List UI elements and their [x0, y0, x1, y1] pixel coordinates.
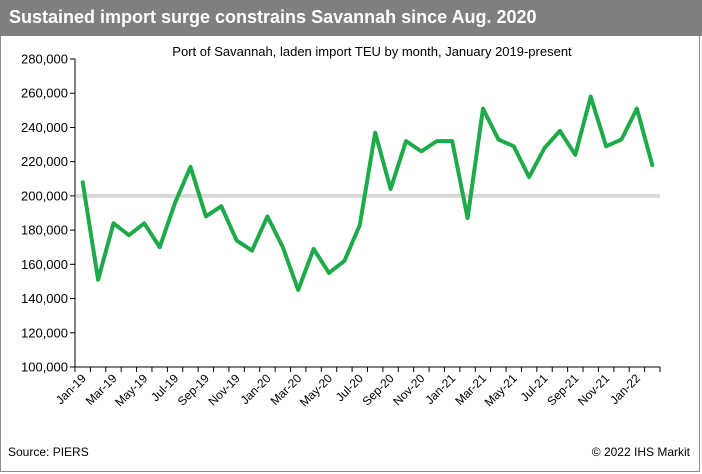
- data-point: [281, 245, 285, 249]
- data-point: [512, 144, 516, 148]
- x-tick-label: Jan-22: [607, 371, 643, 407]
- data-point: [81, 180, 85, 184]
- data-point: [373, 131, 377, 135]
- series-line: [80, 94, 655, 292]
- data-point: [404, 139, 408, 143]
- y-tick-label: 240,000: [21, 120, 68, 135]
- data-point: [296, 288, 300, 292]
- x-tick-label: May-20: [297, 371, 335, 409]
- data-point: [96, 278, 100, 282]
- data-point: [250, 249, 254, 253]
- x-tick-label: Nov-19: [206, 371, 243, 408]
- y-tick-label: 140,000: [21, 291, 68, 306]
- y-tick-label: 200,000: [21, 188, 68, 203]
- y-tick-label: 220,000: [21, 154, 68, 169]
- data-point: [235, 238, 239, 242]
- x-tick-label: May-19: [112, 371, 150, 409]
- x-tick-label: Sep-21: [544, 371, 581, 408]
- copyright-note: © 2022 IHS Markit: [591, 445, 690, 459]
- data-point: [620, 137, 624, 141]
- data-point: [450, 139, 454, 143]
- x-tick-label: Sep-20: [359, 371, 396, 408]
- data-point: [635, 107, 639, 111]
- data-point: [543, 146, 547, 150]
- x-tick-label: May-21: [482, 371, 520, 409]
- data-point: [219, 204, 223, 208]
- data-point: [527, 175, 531, 179]
- y-tick-label: 280,000: [21, 52, 68, 67]
- data-point: [573, 153, 577, 157]
- y-tick-label: 260,000: [21, 86, 68, 101]
- x-tick-label: Sep-19: [175, 371, 212, 408]
- data-point: [158, 245, 162, 249]
- data-point: [188, 165, 192, 169]
- data-point: [204, 214, 208, 218]
- data-point: [496, 137, 500, 141]
- data-point: [312, 247, 316, 251]
- data-point: [358, 223, 362, 227]
- line-chart: Port of Savannah, laden import TEU by mo…: [21, 44, 661, 409]
- data-point: [481, 107, 485, 111]
- data-point: [111, 221, 115, 225]
- data-point: [127, 233, 131, 237]
- data-point: [589, 95, 593, 99]
- data-point: [265, 214, 269, 218]
- data-point: [558, 129, 562, 133]
- data-point: [419, 149, 423, 153]
- x-tick-label: Jan-21: [422, 371, 458, 407]
- page-title: Sustained import surge constrains Savann…: [9, 7, 537, 27]
- y-tick-label: 120,000: [21, 325, 68, 340]
- title-bar: Sustained import surge constrains Savann…: [0, 0, 702, 36]
- y-tick-label: 180,000: [21, 223, 68, 238]
- x-tick-label: Nov-21: [575, 371, 612, 408]
- y-tick-label: 100,000: [21, 360, 68, 375]
- data-point: [389, 187, 393, 191]
- data-point: [604, 144, 608, 148]
- y-axis: 100,000 120,000 140,000 160,000 180,000 200,0…: [21, 52, 76, 375]
- data-point: [650, 163, 654, 167]
- x-axis: Jan-19Mar-19May-19Jul-19Sep-19Nov-19Jan-…: [53, 366, 661, 409]
- data-point: [173, 201, 177, 205]
- x-tick-label: Nov-20: [390, 371, 427, 408]
- source-note: Source: PIERS: [8, 445, 89, 459]
- data-point: [466, 216, 470, 220]
- data-point: [327, 271, 331, 275]
- y-tick-label: 160,000: [21, 257, 68, 272]
- data-point: [435, 139, 439, 143]
- data-point: [142, 221, 146, 225]
- plot-area: [76, 94, 660, 292]
- data-point: [342, 259, 346, 263]
- chart-subtitle: Port of Savannah, laden import TEU by mo…: [172, 44, 572, 59]
- x-tick-label: Jan-20: [238, 371, 274, 407]
- x-tick-label: Jan-19: [53, 371, 89, 407]
